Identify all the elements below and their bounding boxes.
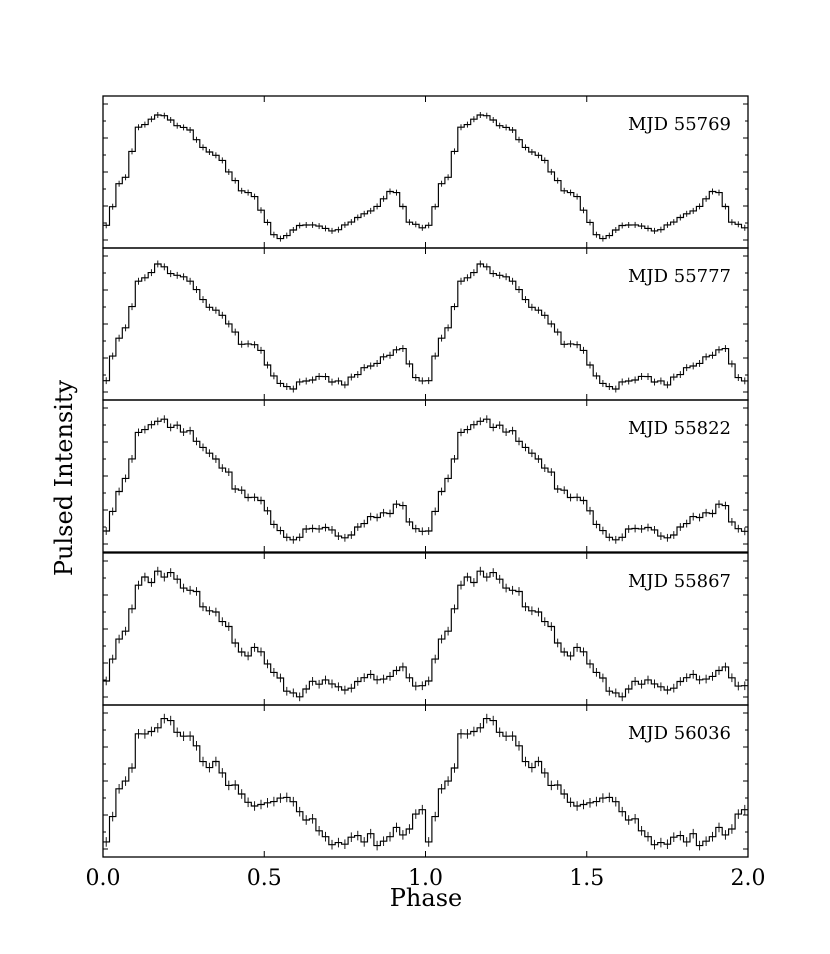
x-tick-label: 0.0	[86, 866, 121, 891]
x-axis-title: Phase	[390, 884, 462, 912]
y-axis-title: Pulsed Intensity	[50, 379, 78, 576]
x-tick-label: 0.5	[247, 866, 282, 891]
x-tick-label: 1.5	[569, 866, 604, 891]
panel-3: MJD 55822	[102, 399, 749, 553]
profile-step-line	[103, 418, 748, 541]
panel-2: MJD 55777	[102, 247, 749, 401]
panel-label: MJD 55769	[628, 114, 731, 135]
x-tick-label: 1.0	[408, 866, 443, 891]
panel-4: MJD 55867	[102, 552, 749, 706]
panel-label: MJD 55822	[628, 418, 731, 439]
panel-label: MJD 55777	[628, 266, 731, 287]
profile-step-line	[103, 114, 748, 240]
x-tick-label: 2.0	[731, 866, 766, 891]
panels-group: MJD 55769 MJD 55777 MJD 55822 MJD 55867 MJD …	[102, 95, 749, 858]
panel-1: MJD 55769	[102, 95, 749, 249]
profile-step-line	[103, 718, 748, 847]
panel-label: MJD 55867	[628, 571, 731, 592]
profile-step-line	[103, 570, 748, 698]
x-axis: 0.0 0.5 1.0 1.5 2.0	[86, 866, 766, 891]
panel-5: MJD 56036	[102, 704, 749, 858]
profile-step-line	[103, 263, 748, 390]
panel-label: MJD 56036	[628, 723, 731, 744]
